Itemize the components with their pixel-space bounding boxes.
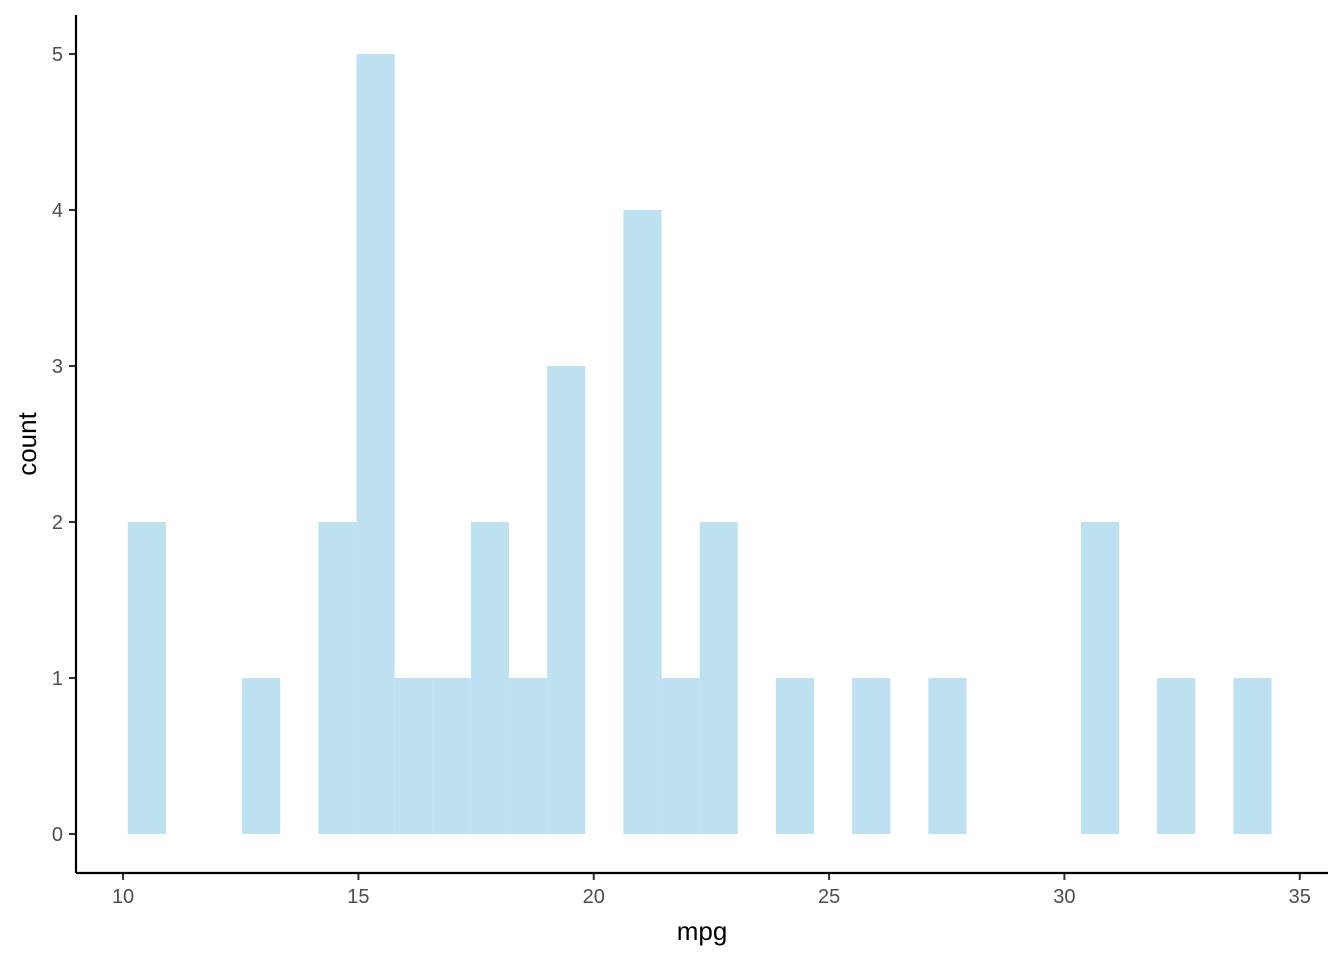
x-axis-ticks: 10 15 20 25 30 35 <box>112 873 1311 908</box>
y-tick-label: 4 <box>52 200 63 222</box>
x-tick-label: 20 <box>583 886 605 908</box>
x-tick-label: 10 <box>112 886 134 908</box>
y-tick-label: 5 <box>52 44 63 66</box>
histogram-bar <box>356 54 395 834</box>
histogram-bar <box>127 522 166 834</box>
x-tick-label: 15 <box>347 886 369 908</box>
histogram-bar <box>1080 522 1120 834</box>
y-tick-label: 0 <box>52 824 63 846</box>
y-tick-label: 2 <box>52 512 63 534</box>
histogram-bar <box>432 678 471 834</box>
histogram-bar <box>623 210 662 834</box>
histogram-bar <box>470 522 510 834</box>
x-tick-label: 25 <box>818 886 840 908</box>
y-axis-title: count <box>12 411 42 475</box>
x-tick-label: 35 <box>1289 886 1311 908</box>
histogram-bar <box>1233 678 1272 834</box>
y-tick-label: 1 <box>52 668 63 690</box>
histogram-bar <box>242 678 281 834</box>
histogram-bar <box>547 366 586 834</box>
x-tick-label: 30 <box>1053 886 1075 908</box>
y-tick-label: 3 <box>52 356 63 378</box>
histogram-bars <box>127 54 1272 834</box>
histogram-bar <box>394 678 433 834</box>
histogram-bar <box>775 678 815 834</box>
histogram-bar <box>1157 678 1196 834</box>
histogram-bar <box>928 678 967 834</box>
histogram-bar <box>852 678 891 834</box>
histogram-bar <box>699 522 738 834</box>
histogram-bar <box>661 678 700 834</box>
y-axis-ticks: 0 1 2 3 4 5 <box>52 44 76 846</box>
histogram-bar <box>509 678 548 834</box>
histogram-bar <box>318 522 357 834</box>
x-axis-title: mpg <box>677 916 728 946</box>
